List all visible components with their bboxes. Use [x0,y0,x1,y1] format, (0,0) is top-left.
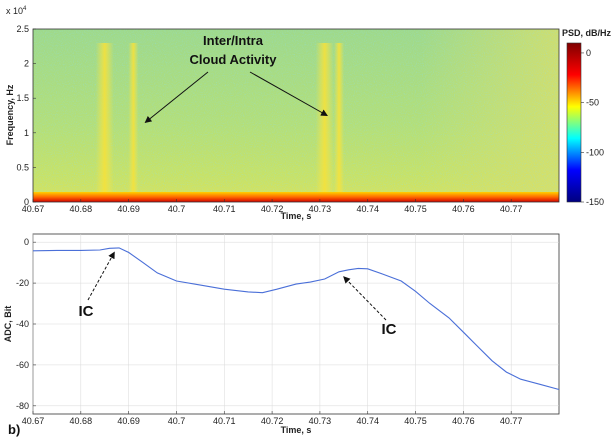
x-tick-label: 40.72 [261,204,284,214]
bright-band [95,43,114,202]
adc-grid [32,234,559,414]
x-tick-label: 40.68 [70,416,93,426]
colorbar-gradient [566,42,582,203]
spectrogram-y-label: Frequency, Hz [5,84,15,145]
annotation-line-2: Cloud Activity [190,52,278,67]
y-tick-label: 0 [24,237,29,247]
colorbar-tick-label: -150 [586,197,604,207]
y-tick-label: -60 [16,360,29,370]
colorbar-label: PSD, dB/Hz [562,28,611,38]
spectrogram-ticks: 40.67 40.68 40.69 40.7 40.71 40.72 40.73 40.74 4… [16,24,522,214]
colorbar-ticks: 0 -50 -100 -150 [581,48,604,207]
low-frequency-band [33,192,559,202]
spectrogram-noise [33,29,559,202]
x-tick-label: 40.67 [22,416,45,426]
x-tick-label: 40.69 [117,416,140,426]
x-tick-label: 40.76 [452,204,475,214]
bright-band [315,43,334,202]
colorbar-tick-label: -100 [586,147,604,157]
panel-letter: b) [8,422,20,437]
bright-band [334,43,345,202]
x-tick-label: 40.72 [261,416,284,426]
ic-arrow [343,276,387,321]
x-tick-label: 40.73 [309,204,332,214]
x-tick-label: 40.7 [168,416,186,426]
y-tick-label: 2.5 [16,24,29,34]
adc-x-label: Time, s [281,425,312,435]
y-tick-label: 0.5 [16,162,29,172]
spectrogram-frame [32,28,560,203]
x-tick-label: 40.67 [22,204,45,214]
y-tick-label: -80 [16,401,29,411]
colorbar-tick-label: 0 [586,48,591,58]
annotation-arrow [144,71,209,124]
y-tick-label: -20 [16,278,29,288]
x-tick-label: 40.71 [213,416,236,426]
y-tick-label: 1.5 [16,93,29,103]
y-tick-label: 2 [24,59,29,69]
x-tick-label: 40.73 [309,416,332,426]
adc-series-line [32,247,560,391]
x-tick-label: 40.77 [500,204,523,214]
y-tick-label: 0 [24,197,29,207]
ic-label: IC [382,321,397,338]
colorbar: PSD, dB/Hz 0 -50 -100 -150 [562,28,611,207]
annotation-arrow [249,71,328,116]
ic-label: IC [79,303,94,320]
bright-bands [95,43,345,202]
y-tick-label: 1 [24,128,29,138]
bright-band [128,43,139,202]
x-tick-label: 40.74 [356,416,379,426]
x-tick-label: 40.71 [213,204,236,214]
y-multiplier: x 104 [6,6,27,16]
x-tick-label: 40.75 [404,204,427,214]
adc-y-label: ADC, Bit [3,306,13,343]
x-tick-label: 40.68 [70,204,93,214]
colorbar-tick-label: -50 [586,98,599,108]
x-tick-label: 40.75 [404,416,427,426]
spectrogram-panel: 40.67 40.68 40.69 40.7 40.71 40.72 40.73 40.74 4… [5,6,560,221]
x-tick-label: 40.69 [117,204,140,214]
x-tick-label: 40.77 [500,416,523,426]
ic-arrow [87,251,115,301]
annotation-line-1: Inter/Intra [203,33,264,48]
spectrogram-x-label: Time, s [281,211,312,221]
adc-panel: 40.67 40.68 40.69 40.7 40.71 40.72 40.73 40.74 4… [3,233,560,437]
x-tick-label: 40.7 [168,204,186,214]
y-tick-label: -40 [16,319,29,329]
x-tick-label: 40.74 [356,204,379,214]
x-tick-label: 40.76 [452,416,475,426]
adc-ticks: 40.67 40.68 40.69 40.7 40.71 40.72 40.73 40.74 4… [16,237,522,426]
